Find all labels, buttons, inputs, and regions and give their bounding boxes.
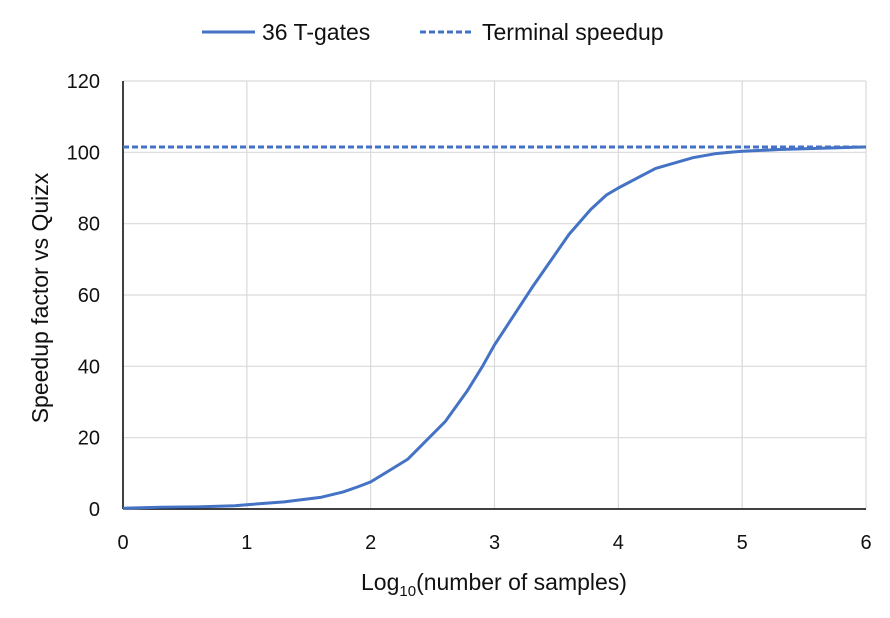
y-tick-label: 0 xyxy=(89,499,100,521)
axes xyxy=(122,81,866,510)
x-tick-label: 6 xyxy=(860,532,871,554)
gridlines xyxy=(123,80,867,509)
y-tick-label: 60 xyxy=(78,285,100,307)
y-tick-label: 40 xyxy=(78,356,100,378)
x-tick-label: 2 xyxy=(365,532,376,554)
legend: 36 T-gates Terminal speedup xyxy=(202,19,664,45)
x-tick-label: 1 xyxy=(241,532,252,554)
x-tick-label: 5 xyxy=(737,532,748,554)
y-tick-label: 80 xyxy=(78,214,100,236)
legend-label-dashed: Terminal speedup xyxy=(482,19,664,45)
y-tick-label: 20 xyxy=(78,428,100,450)
legend-item-solid: 36 T-gates xyxy=(202,19,370,45)
x-axis-title: Log10(number of samples) xyxy=(361,569,627,600)
y-tick-label: 120 xyxy=(67,71,100,93)
y-axis-title: Speedup factor vs Quizx xyxy=(27,172,53,423)
tick-labels: 0 20 40 60 80 100 120 0 1 2 3 4 5 6 xyxy=(67,71,872,554)
y-tick-label: 100 xyxy=(67,142,100,164)
series-layer xyxy=(122,145,867,510)
t-gates-line xyxy=(122,145,867,510)
x-tick-label: 0 xyxy=(117,532,128,554)
legend-item-dashed: Terminal speedup xyxy=(420,19,664,45)
x-tick-label: 4 xyxy=(613,532,624,554)
legend-label-solid: 36 T-gates xyxy=(262,19,370,45)
x-tick-label: 3 xyxy=(489,532,500,554)
